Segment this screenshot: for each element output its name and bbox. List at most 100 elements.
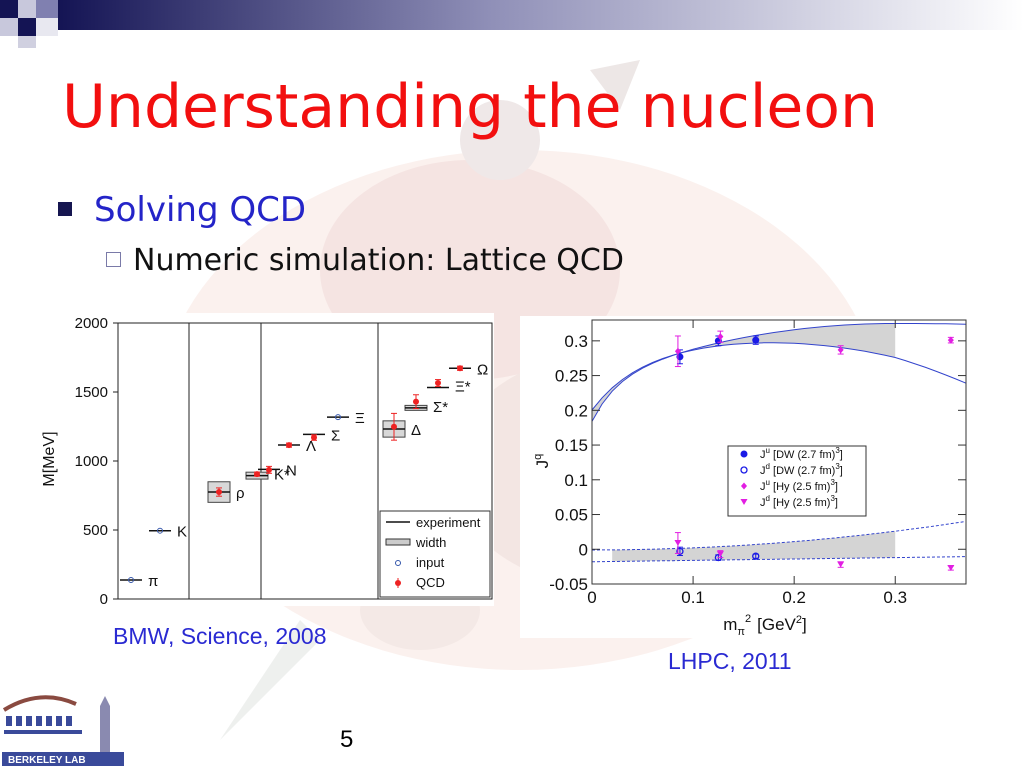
chart2-ytick-label: 0.25: [555, 367, 588, 386]
ju-band-lower: [591, 342, 967, 411]
chart2-legend: Ju [DW (2.7 fm)3]Jd [DW (2.7 fm)3]Ju [Hy…: [727, 445, 867, 517]
legend-input-marker: [395, 560, 401, 566]
particle-label: N: [286, 462, 297, 479]
qcd-marker: [286, 442, 292, 449]
logo-tower: [100, 706, 110, 752]
chart2-xtick-label: 0.2: [782, 588, 806, 607]
chart2-ytick-label: -0.05: [549, 575, 588, 594]
marker: [740, 450, 748, 458]
input-marker: [157, 527, 163, 534]
chart1-ytick-label: 1500: [75, 384, 108, 401]
qcd-marker: [266, 466, 272, 473]
marker: [741, 482, 747, 490]
marker: [717, 333, 724, 341]
particle-Ξ: Ξ: [327, 410, 365, 427]
chart1-ytick-label: 1000: [75, 453, 108, 470]
legend-qcd-label: QCD: [416, 575, 445, 590]
logo-banner: [2, 752, 124, 766]
chart2-ylabel: Jq: [532, 454, 552, 469]
particle-Σ*: Σ*: [404, 394, 448, 416]
particle-ρ: ρ: [207, 481, 245, 503]
legend-label-3: Jd [Hy (2.5 fm)3]: [760, 494, 838, 509]
logo-arc: [2, 695, 77, 712]
chart2-ytick-label: 0.3: [564, 332, 588, 351]
series-3: [674, 532, 955, 572]
caption-bmw: BMW, Science, 2008: [113, 623, 327, 649]
marker: [837, 561, 845, 568]
particle-π: π: [120, 573, 158, 590]
chart1-ylabel: M[MeV]: [41, 431, 58, 486]
legend-experiment-label: experiment: [416, 515, 481, 530]
bullet-text: Solving QCD: [94, 190, 307, 230]
subbullet-text: Numeric simulation: Lattice QCD: [133, 243, 624, 278]
particle-Σ: Σ: [303, 427, 340, 444]
jd-band-upper: [591, 520, 967, 551]
chart2-frame: [591, 319, 967, 585]
berkeley-lab-logo: BERKELEY LAB: [2, 695, 124, 766]
chart1-ytick-label: 0: [100, 591, 108, 606]
legend-marker-1: [740, 466, 748, 474]
legend-width-swatch: [385, 538, 411, 546]
qcd-marker: [391, 423, 397, 430]
jd-band: [612, 531, 896, 562]
ju-band: [592, 323, 896, 422]
caption-lhpc: LHPC, 2011: [668, 648, 792, 674]
marker: [947, 565, 955, 572]
subbullet-lattice-qcd: Numeric simulation: Lattice QCD: [106, 243, 624, 278]
particle-K: K: [149, 524, 187, 541]
chart2-ytick-label: 0.05: [555, 506, 588, 525]
marker: [676, 547, 684, 555]
chart2-xlabel: mπ2 [GeV2]: [723, 613, 807, 638]
top-decorative-bar: [0, 0, 1024, 48]
chart1-frame: [117, 322, 493, 600]
particle-K*: K*: [245, 467, 290, 484]
input-marker: [335, 414, 341, 421]
chart2-xtick-label: 0.1: [681, 588, 705, 607]
logo-rule: [4, 730, 82, 734]
particle-label: Δ: [411, 422, 421, 439]
marker: [740, 499, 748, 505]
chart1-ytick-label: 500: [83, 522, 108, 539]
particle-Ξ*: Ξ*: [427, 378, 471, 395]
particle-N: N: [258, 462, 297, 479]
marker: [674, 540, 682, 547]
page-number: 5: [340, 726, 354, 753]
logo-flags: [6, 716, 72, 726]
ju-band-upper: [591, 323, 967, 422]
bullet-solving-qcd: Solving QCD: [58, 190, 306, 230]
legend-marker-0: [740, 450, 748, 458]
chart2-xtick-label: 0.3: [883, 588, 907, 607]
marker: [674, 347, 681, 355]
marker: [947, 336, 954, 344]
legend-label-0: Ju [DW (2.7 fm)3]: [760, 446, 843, 461]
hollow-square-bullet-icon: [106, 252, 121, 267]
qcd-marker: [254, 471, 260, 478]
chart2-ytick-label: 0: [579, 540, 588, 559]
marker: [837, 346, 844, 354]
legend-marker-2: [741, 482, 747, 490]
marker: [752, 552, 760, 560]
chart1-legend: experiment width input QCD: [379, 510, 491, 598]
slide-title: Understanding the nucleon: [62, 72, 879, 142]
particle-Δ: Δ: [382, 412, 421, 441]
particle-label: π: [148, 573, 158, 590]
legend-marker-3: [740, 499, 748, 505]
particle-label: Ξ*: [455, 378, 471, 395]
marker: [752, 336, 760, 344]
legend-label-1: Jd [DW (2.7 fm)3]: [760, 462, 843, 477]
chart1-ytick-label: 2000: [75, 315, 108, 332]
qcd-marker: [435, 380, 441, 387]
legend-label-2: Ju [Hy (2.5 fm)3]: [760, 478, 838, 493]
logo-text: BERKELEY LAB: [8, 755, 86, 766]
jd-band-lower: [591, 556, 967, 563]
chart1-y-axis: 0 500 1000 1500 2000: [75, 315, 118, 606]
particle-Ω: Ω: [449, 361, 488, 378]
marker: [740, 466, 748, 474]
qcd-marker: [457, 365, 463, 372]
qcd-marker: [216, 489, 222, 496]
series-2: [674, 330, 954, 368]
